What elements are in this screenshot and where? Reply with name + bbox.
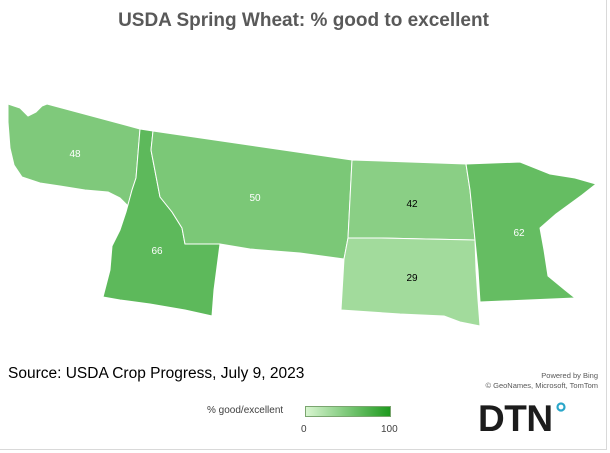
dtn-logo: DTN: [478, 398, 553, 439]
state-label-south-dakota: 29: [406, 273, 418, 284]
legend-max-label: 100: [381, 424, 398, 435]
legend-min-label: 0: [301, 424, 307, 435]
dtn-logo-dot-icon: [556, 402, 566, 412]
legend-gradient-bar: [305, 406, 391, 417]
state-label-washington: 48: [69, 149, 81, 160]
state-minnesota: [465, 161, 597, 303]
state-label-idaho: 66: [151, 246, 163, 257]
source-note: Source: USDA Crop Progress, July 9, 2023: [8, 365, 305, 382]
legend-title: % good/excellent: [207, 405, 284, 416]
state-label-north-dakota: 42: [406, 199, 418, 210]
state-value-labels: 48 66 50 42 29 62: [69, 149, 525, 284]
state-south-dakota: [340, 237, 481, 327]
attribution-line-2: © GeoNames, Microsoft, TomTom: [485, 381, 599, 390]
attribution-line-1: Powered by Bing: [541, 371, 598, 380]
map-attribution: Powered by Bing © GeoNames, Microsoft, T…: [486, 371, 599, 391]
map-title: USDA Spring Wheat: % good to excellent: [118, 10, 489, 31]
state-label-minnesota: 62: [513, 228, 525, 239]
state-label-montana: 50: [249, 193, 261, 204]
state-shapes: [7, 103, 597, 327]
